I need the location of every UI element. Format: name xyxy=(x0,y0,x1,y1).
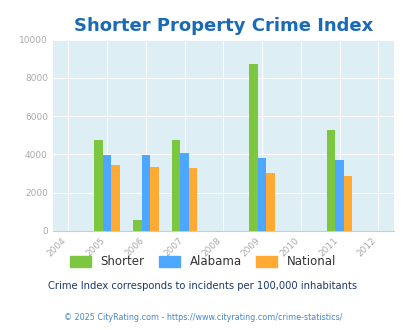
Bar xyxy=(141,155,150,231)
Bar xyxy=(133,220,141,231)
Bar xyxy=(188,168,197,231)
Bar xyxy=(266,173,274,231)
Bar xyxy=(111,165,119,231)
Bar xyxy=(335,160,343,231)
Bar xyxy=(257,158,266,231)
Bar xyxy=(102,155,111,231)
Bar xyxy=(94,140,102,231)
Bar xyxy=(180,153,188,231)
Text: Crime Index corresponds to incidents per 100,000 inhabitants: Crime Index corresponds to incidents per… xyxy=(48,281,357,291)
Bar xyxy=(249,64,257,231)
Title: Shorter Property Crime Index: Shorter Property Crime Index xyxy=(73,17,372,35)
Bar xyxy=(343,176,352,231)
Legend: Shorter, Alabama, National: Shorter, Alabama, National xyxy=(66,252,339,272)
Text: © 2025 CityRating.com - https://www.cityrating.com/crime-statistics/: © 2025 CityRating.com - https://www.city… xyxy=(64,313,341,322)
Bar xyxy=(171,140,180,231)
Bar xyxy=(150,167,158,231)
Bar xyxy=(326,130,335,231)
